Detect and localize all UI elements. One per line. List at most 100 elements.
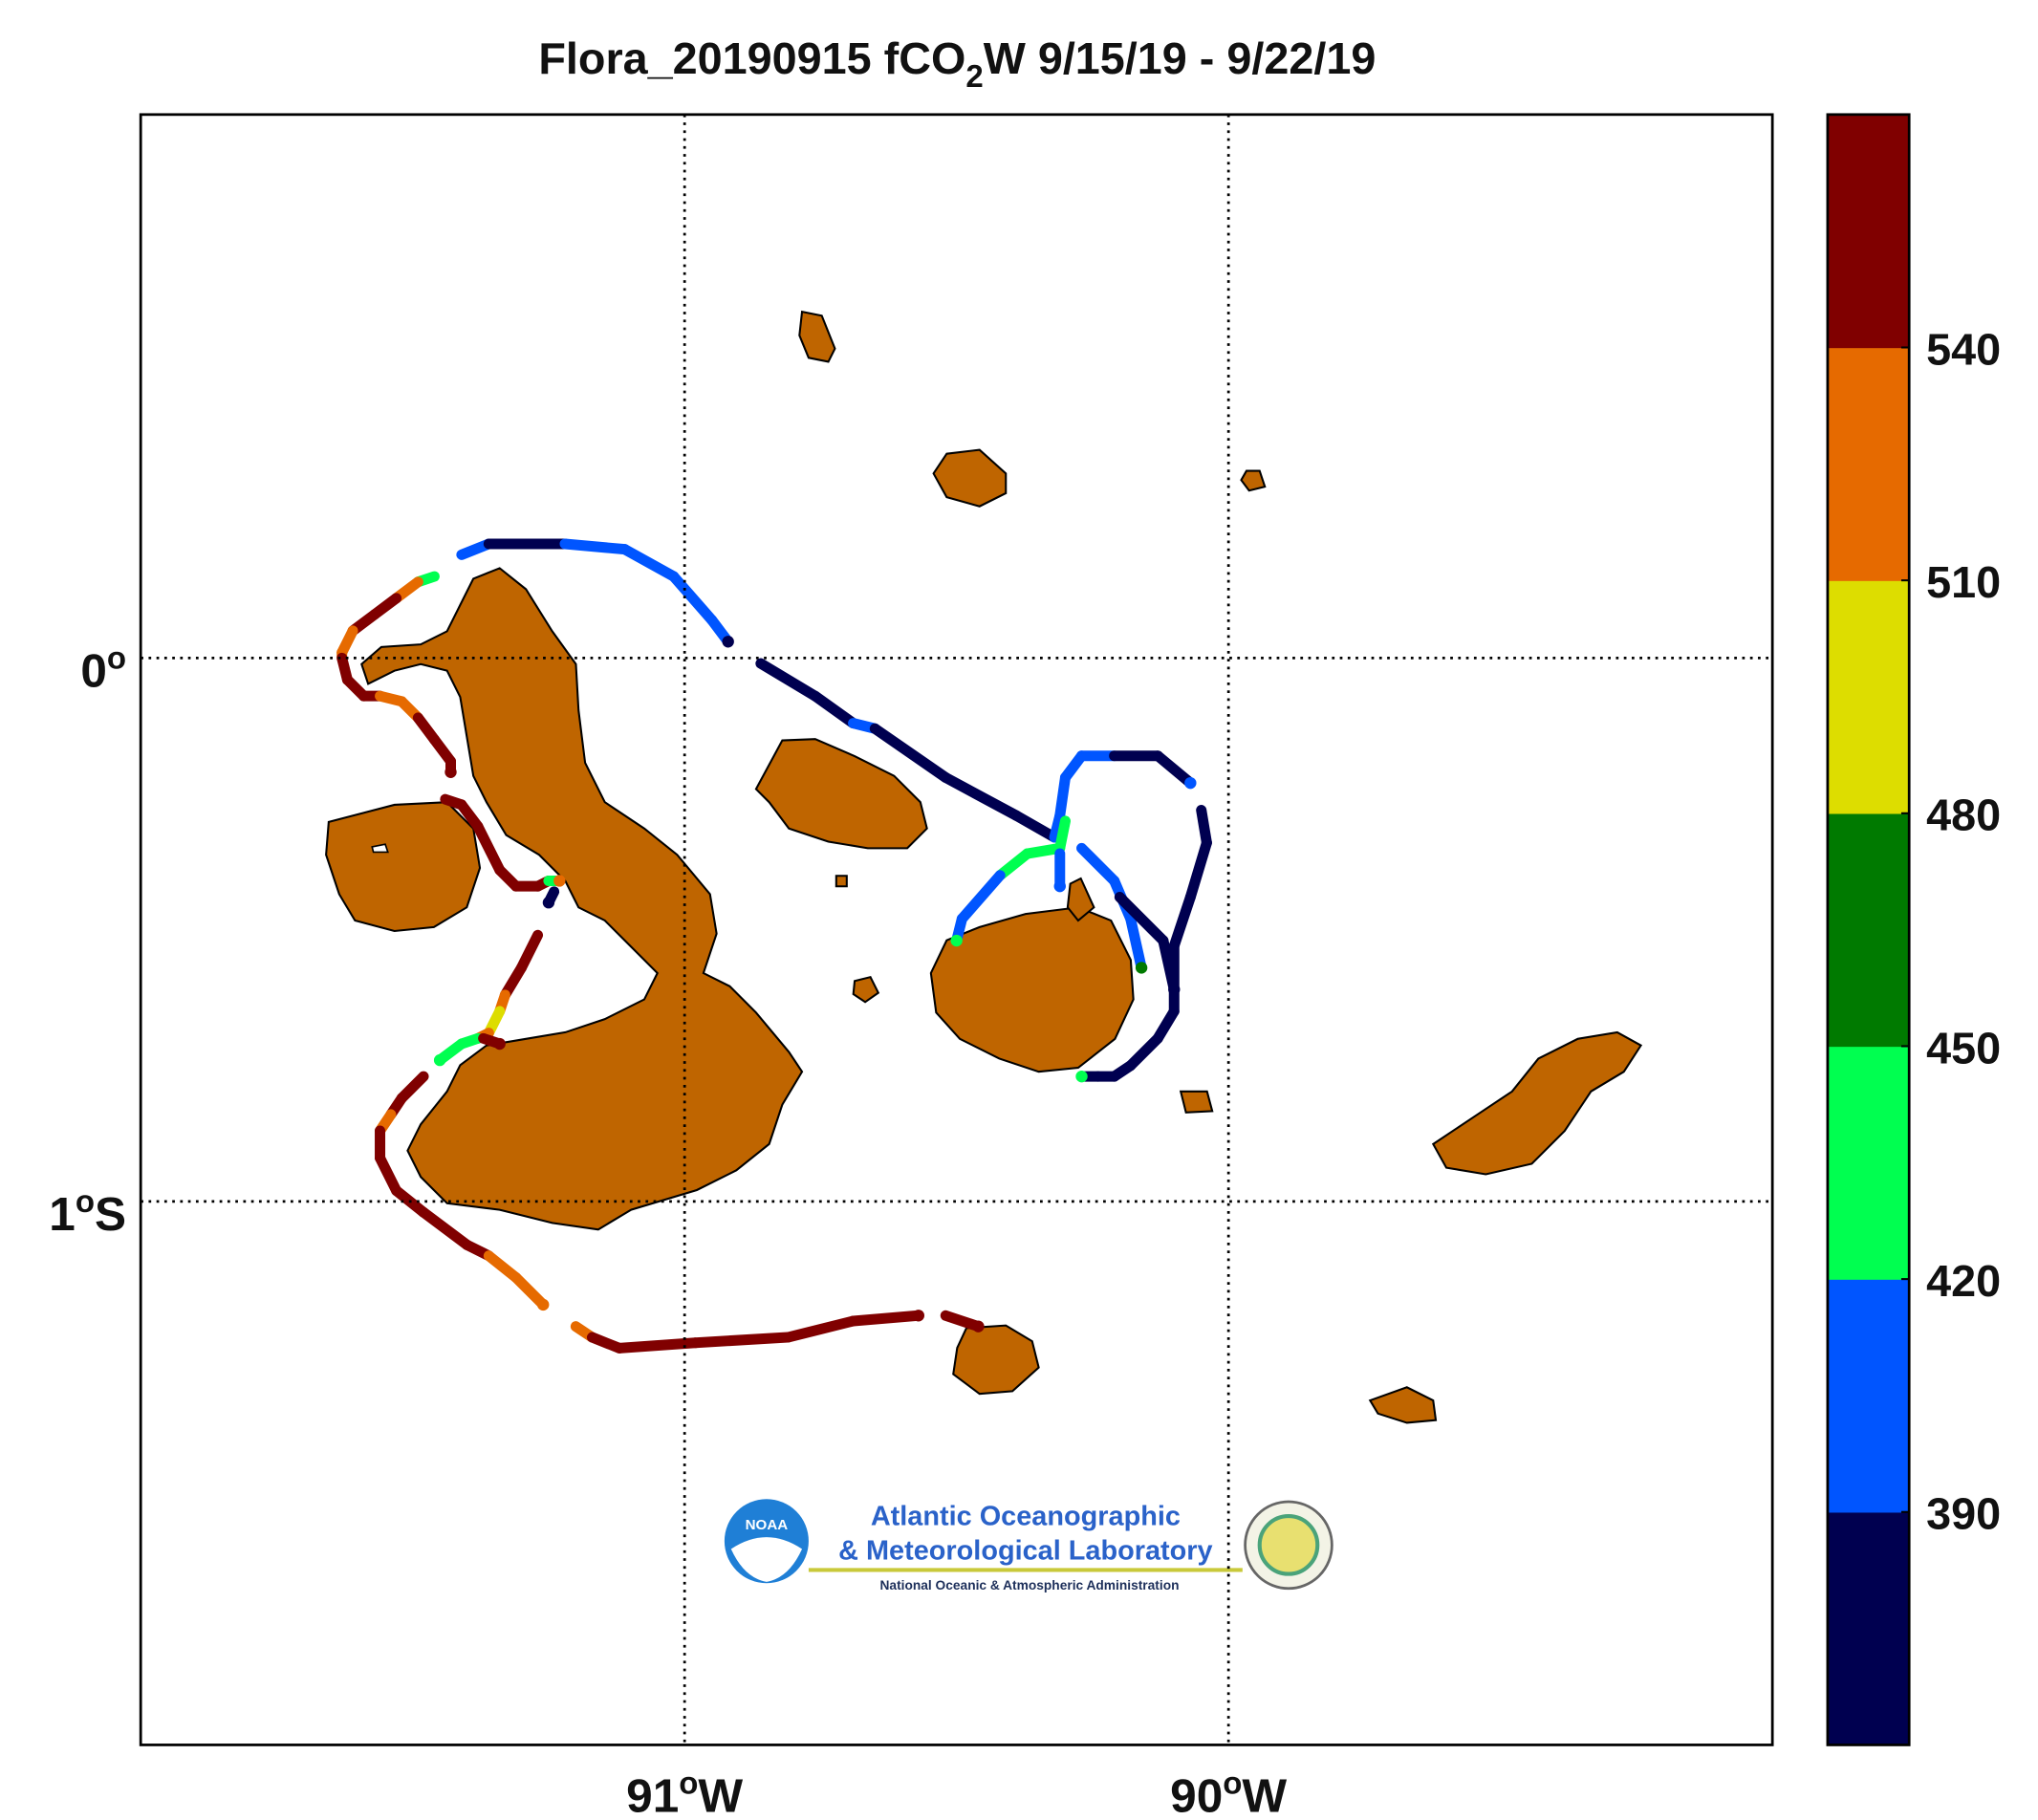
- island: [1368, 1386, 1438, 1424]
- track-segment: [472, 821, 506, 876]
- track-point: [972, 1320, 985, 1332]
- lake: [371, 843, 389, 854]
- track-point: [542, 897, 555, 909]
- tick-number: 1: [49, 1188, 76, 1241]
- tick-degree: o: [76, 1183, 95, 1219]
- logo-badge: NOAA: [746, 1517, 789, 1533]
- track-point: [444, 766, 457, 778]
- island: [360, 567, 804, 1231]
- track-segment: [1076, 842, 1120, 886]
- island: [952, 1324, 1040, 1396]
- track-segment: [869, 723, 951, 783]
- colorbar-label: 390: [1926, 1489, 2001, 1539]
- tick-degree: o: [1223, 1765, 1242, 1800]
- track-segment: [510, 1271, 549, 1311]
- track-point: [722, 636, 734, 648]
- track-segment: [1152, 750, 1196, 789]
- tick-hemisphere: W: [698, 1770, 743, 1820]
- colorbar-frame: [1826, 113, 1911, 1746]
- colorbar-label: 540: [1926, 324, 2001, 374]
- track-segment: [515, 929, 544, 973]
- track-segment: [994, 848, 1033, 881]
- track-segment: [848, 1310, 924, 1327]
- track-segment: [1184, 837, 1212, 903]
- tick-label: 91oW: [626, 1765, 743, 1820]
- logo-text: Atlantic Oceanographic: [871, 1502, 1181, 1532]
- track-segment: [940, 771, 1022, 821]
- colorbar-label: 510: [1926, 557, 2001, 607]
- island: [932, 448, 1008, 508]
- colorbar-label: 450: [1926, 1023, 2001, 1072]
- track-segment: [614, 1337, 702, 1354]
- logo-text: & Meteorological Laboratory: [838, 1535, 1212, 1566]
- track-point: [493, 1037, 506, 1051]
- track-point: [1184, 776, 1197, 790]
- track-point: [1075, 1070, 1088, 1083]
- track-segment: [782, 1315, 859, 1343]
- island: [1066, 877, 1095, 922]
- tick-number: 91: [626, 1770, 679, 1820]
- colorbar-band: [1827, 812, 1910, 1048]
- track-segment: [1022, 842, 1066, 859]
- colorbar-band: [1827, 1511, 1910, 1746]
- track-segment: [483, 1250, 522, 1283]
- track-point: [433, 1053, 446, 1067]
- colorbar-label: 420: [1926, 1256, 2001, 1306]
- track-segment: [810, 690, 859, 729]
- tick-degree: o: [107, 639, 126, 675]
- track-segment: [1152, 1006, 1180, 1044]
- track-segment: [755, 658, 821, 702]
- title-text: W 9/15/19 - 9/22/19: [984, 33, 1377, 83]
- tick-hemisphere: S: [95, 1188, 126, 1241]
- track-segment: [418, 1206, 473, 1250]
- tick-hemisphere: W: [1242, 1770, 1287, 1820]
- colorbar-band: [1827, 114, 1910, 349]
- track-segment: [1158, 935, 1180, 995]
- aoml-seal: [1257, 1514, 1320, 1576]
- track-segment: [1125, 913, 1147, 973]
- track-segment: [1125, 1032, 1163, 1072]
- logo: NOAA Atlantic Oceanographic & Meteorolog…: [724, 1499, 1333, 1592]
- island: [754, 738, 928, 850]
- track-segment: [559, 538, 631, 555]
- track-segment: [690, 1332, 793, 1349]
- island: [852, 975, 880, 1004]
- island: [1179, 1090, 1214, 1114]
- tick-label: 1oS: [49, 1183, 126, 1241]
- map-title: Flora_20190915 fCO2W 9/15/19 - 9/22/19: [538, 33, 1376, 94]
- track-point: [1053, 879, 1066, 893]
- track-segment: [668, 571, 718, 626]
- island: [835, 875, 848, 888]
- track-point: [537, 1298, 550, 1311]
- track-segment: [499, 962, 527, 1001]
- track-point: [553, 875, 566, 887]
- tick-label: 0o: [80, 639, 126, 697]
- track-segment: [619, 544, 680, 582]
- track-segment: [375, 1152, 402, 1197]
- tick-label: 90oW: [1170, 1765, 1287, 1820]
- ship-track: [336, 538, 1212, 1354]
- title-subscript: 2: [965, 58, 983, 94]
- colorbar-label: 480: [1926, 791, 2001, 840]
- tick-number: 90: [1170, 1770, 1223, 1820]
- colorbar-band: [1827, 1046, 1910, 1280]
- track-point: [1135, 962, 1148, 974]
- noaa-bird: [730, 1537, 803, 1582]
- track-point: [950, 934, 963, 947]
- island: [325, 801, 482, 933]
- island: [798, 310, 836, 363]
- islands: [325, 310, 1643, 1424]
- track-point: [912, 1310, 925, 1322]
- tick-number: 0: [80, 645, 107, 698]
- logo-text: National Oceanic & Atmospheric Administr…: [880, 1578, 1180, 1592]
- track-point: [1168, 983, 1181, 996]
- track-segment: [1168, 892, 1196, 952]
- island: [1240, 469, 1267, 492]
- title-text: Flora_20190915 fCO: [538, 33, 965, 83]
- track-segment: [956, 870, 1006, 924]
- track-segment: [1114, 892, 1169, 946]
- map-frame: [139, 113, 1774, 1746]
- colorbar-band: [1827, 1279, 1910, 1513]
- colorbar-band: [1827, 580, 1910, 814]
